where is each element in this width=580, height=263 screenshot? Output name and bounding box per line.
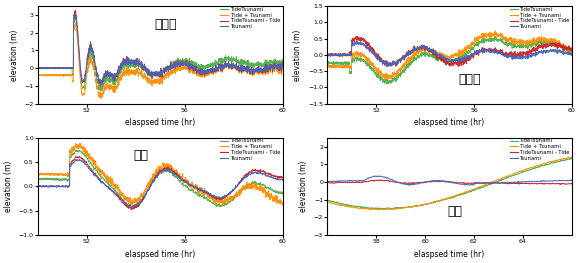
Text: 부산: 부산 bbox=[133, 149, 148, 162]
Text: 군산: 군산 bbox=[447, 205, 462, 218]
X-axis label: elaspsed time (hr): elaspsed time (hr) bbox=[415, 118, 485, 127]
Legend: TideTsunami, Tide + Tsunami, TideTsunami - Tide, Tsunami: TideTsunami, Tide + Tsunami, TideTsunami… bbox=[510, 138, 570, 161]
X-axis label: elaspsed time (hr): elaspsed time (hr) bbox=[125, 250, 195, 259]
Text: 서귀포: 서귀포 bbox=[458, 73, 480, 86]
X-axis label: elaspsed time (hr): elaspsed time (hr) bbox=[125, 118, 195, 127]
Y-axis label: elevation (m): elevation (m) bbox=[293, 29, 303, 80]
Legend: TideTsunami, Tide + Tsunami, TideTsunami - Tide, Tsunami: TideTsunami, Tide + Tsunami, TideTsunami… bbox=[220, 7, 280, 29]
Y-axis label: elevation (m): elevation (m) bbox=[4, 161, 13, 212]
Legend: TideTsunami, Tide + Tsunami, TideTsunami - Tide, Tsunami: TideTsunami, Tide + Tsunami, TideTsunami… bbox=[510, 7, 570, 29]
Y-axis label: elevation (m): elevation (m) bbox=[299, 161, 308, 212]
X-axis label: elaspsed time (hr): elaspsed time (hr) bbox=[415, 250, 485, 259]
Text: 이어도: 이어도 bbox=[154, 18, 176, 31]
Legend: TideTsunami, Tide + Tsunami, TideTsunami - Tide, Tsunami: TideTsunami, Tide + Tsunami, TideTsunami… bbox=[220, 138, 280, 161]
Y-axis label: elevation (m): elevation (m) bbox=[10, 29, 19, 80]
